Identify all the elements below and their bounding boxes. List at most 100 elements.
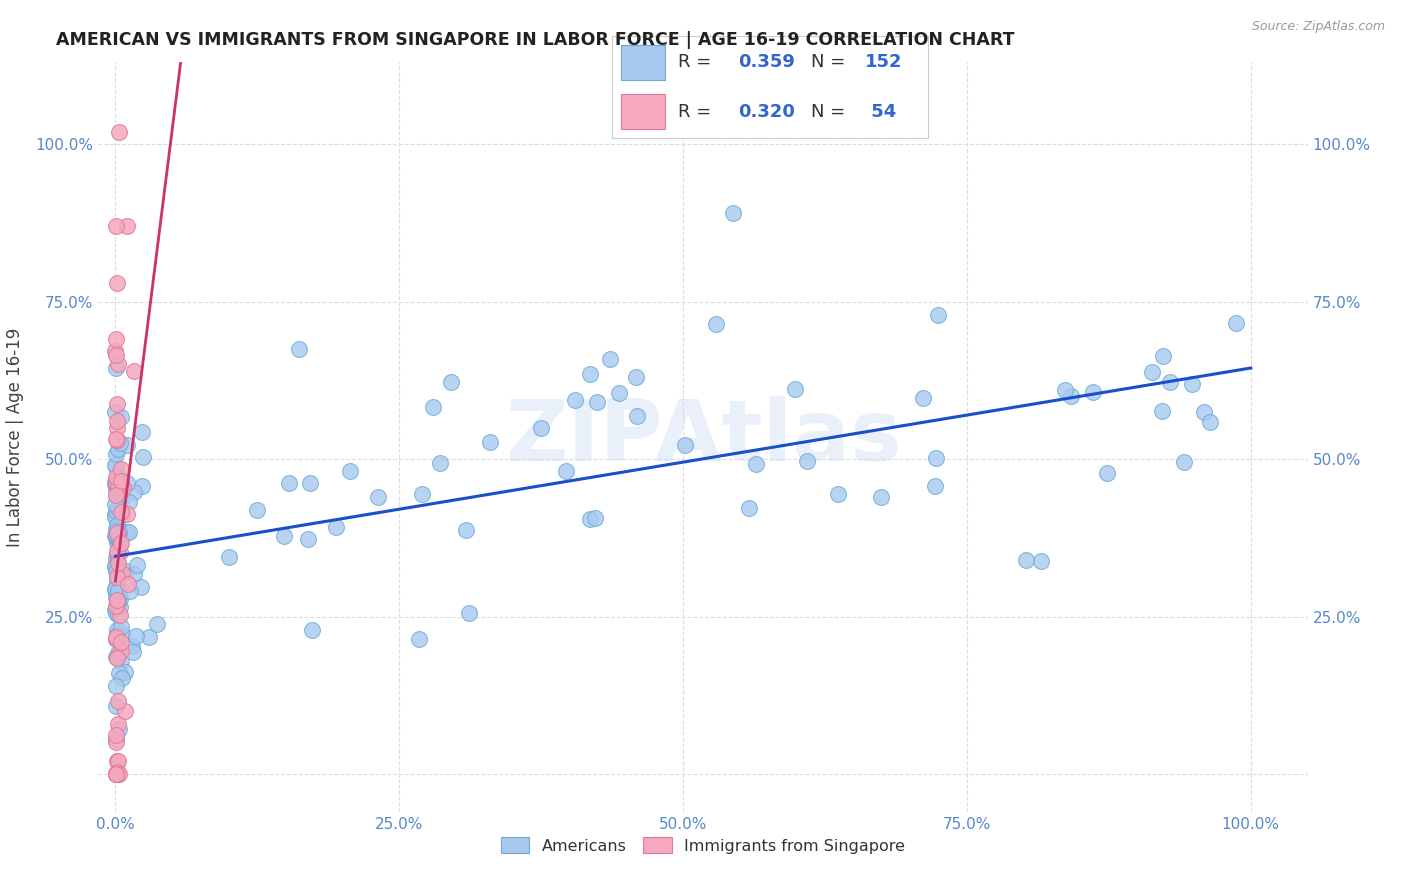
- Point: [105, 522, 128, 536]
- Point: [105, 530, 128, 544]
- Point: [125, 629, 148, 643]
- Point: [104, 497, 127, 511]
- Point: [107, 538, 129, 552]
- Point: [564, 392, 586, 407]
- Point: [105, 628, 128, 642]
- Point: [738, 501, 761, 516]
- Point: [870, 491, 893, 505]
- Point: [301, 624, 323, 638]
- Text: N =: N =: [811, 54, 851, 71]
- Point: [422, 400, 444, 414]
- Point: [1060, 389, 1083, 403]
- Point: [478, 434, 501, 449]
- Point: [107, 584, 129, 599]
- Point: [105, 397, 128, 411]
- Text: 0.320: 0.320: [738, 103, 794, 120]
- Point: [112, 481, 135, 495]
- Point: [440, 375, 463, 389]
- Point: [579, 367, 602, 381]
- Y-axis label: In Labor Force | Age 16-19: In Labor Force | Age 16-19: [7, 327, 24, 547]
- Point: [1140, 365, 1163, 379]
- Point: [105, 767, 128, 781]
- Point: [104, 348, 127, 362]
- Text: 0.359: 0.359: [738, 54, 794, 71]
- Point: [104, 332, 127, 346]
- Point: [107, 501, 129, 516]
- Point: [104, 586, 127, 600]
- FancyBboxPatch shape: [621, 45, 665, 79]
- Point: [138, 630, 160, 644]
- Point: [925, 450, 948, 465]
- Text: 54: 54: [865, 103, 896, 120]
- Point: [721, 205, 744, 219]
- Point: [105, 593, 128, 607]
- Point: [1181, 377, 1204, 392]
- Point: [555, 464, 578, 478]
- Text: 152: 152: [865, 54, 903, 71]
- Point: [297, 532, 319, 546]
- Point: [110, 654, 132, 668]
- Point: [105, 277, 128, 291]
- Point: [104, 603, 127, 617]
- Point: [108, 125, 131, 139]
- Point: [246, 502, 269, 516]
- Point: [104, 767, 127, 781]
- Point: [411, 487, 433, 501]
- Point: [114, 704, 136, 718]
- Point: [104, 632, 127, 647]
- Point: [288, 343, 311, 357]
- Point: [339, 464, 361, 478]
- Point: [111, 566, 134, 581]
- Point: [105, 561, 128, 575]
- Point: [110, 410, 132, 425]
- Point: [110, 600, 132, 615]
- Point: [105, 433, 128, 447]
- Point: [108, 607, 131, 622]
- Point: [104, 344, 127, 359]
- Point: [114, 665, 136, 679]
- Point: [783, 382, 806, 396]
- Point: [105, 535, 128, 549]
- Point: [704, 317, 727, 331]
- Point: [105, 531, 128, 545]
- Point: [131, 425, 153, 440]
- Point: [105, 555, 128, 569]
- Point: [104, 487, 127, 501]
- Point: [1192, 405, 1215, 419]
- Point: [1054, 383, 1077, 397]
- Point: [104, 508, 127, 523]
- Legend: Americans, Immigrants from Singapore: Americans, Immigrants from Singapore: [494, 831, 912, 860]
- Point: [107, 755, 129, 769]
- Point: [1095, 466, 1118, 480]
- Point: [110, 635, 132, 649]
- Point: [122, 645, 145, 659]
- Point: [105, 548, 128, 562]
- Point: [218, 550, 240, 565]
- Point: [145, 617, 167, 632]
- Text: R =: R =: [678, 103, 717, 120]
- Point: [104, 699, 127, 714]
- Point: [105, 432, 128, 446]
- Point: [408, 632, 430, 646]
- Point: [924, 479, 946, 493]
- Point: [583, 510, 606, 524]
- Point: [1152, 403, 1174, 417]
- Point: [104, 767, 127, 781]
- Point: [107, 767, 129, 781]
- Point: [104, 767, 127, 781]
- Point: [107, 469, 129, 483]
- Point: [108, 722, 131, 736]
- Point: [104, 458, 127, 472]
- Point: [107, 665, 129, 680]
- Point: [110, 461, 132, 475]
- Point: [927, 308, 949, 322]
- Point: [105, 574, 128, 589]
- Point: [626, 409, 648, 423]
- Point: [111, 671, 134, 685]
- Point: [110, 644, 132, 658]
- Point: [107, 593, 129, 607]
- Point: [107, 607, 129, 622]
- Point: [107, 650, 129, 665]
- Point: [117, 576, 139, 591]
- Point: [118, 583, 141, 598]
